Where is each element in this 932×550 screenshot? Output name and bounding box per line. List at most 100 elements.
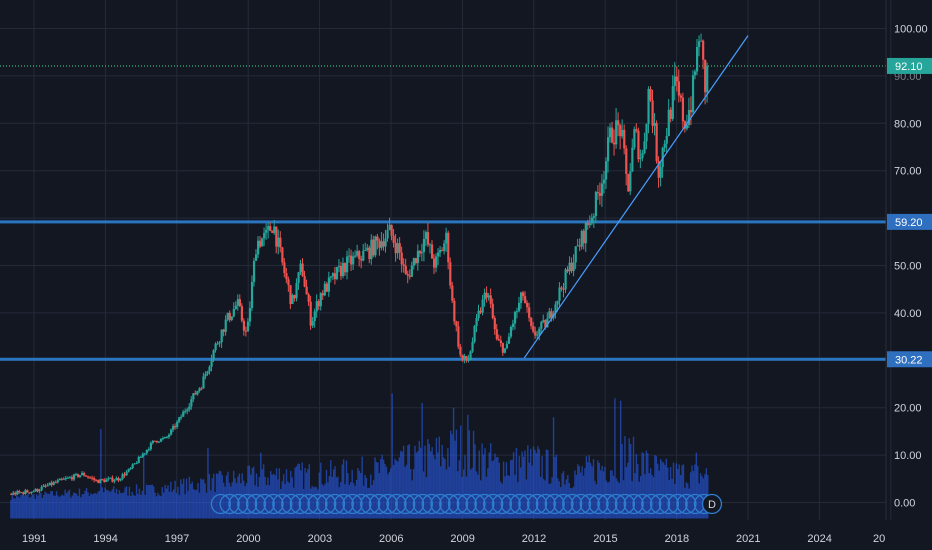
candle-body[interactable] — [204, 373, 207, 377]
candle-body[interactable] — [435, 256, 438, 268]
candle-body[interactable] — [416, 250, 420, 264]
candle-body[interactable] — [208, 366, 211, 372]
candle-body[interactable] — [657, 160, 660, 178]
candle-body[interactable] — [681, 97, 685, 122]
candle-body[interactable] — [374, 236, 377, 256]
candle-body[interactable] — [370, 239, 373, 260]
candle-body[interactable] — [588, 223, 591, 226]
candle-body[interactable] — [459, 346, 462, 355]
candle-body[interactable] — [457, 326, 460, 347]
candle-body[interactable] — [463, 356, 466, 360]
candle-body[interactable] — [123, 474, 126, 476]
event-marker[interactable] — [641, 493, 662, 515]
candle-body[interactable] — [212, 350, 215, 360]
candle-body[interactable] — [230, 316, 233, 321]
candle-body[interactable] — [91, 477, 94, 479]
candle-body[interactable] — [22, 492, 25, 495]
candle-body[interactable] — [582, 230, 585, 244]
candle-body[interactable] — [693, 71, 697, 76]
candle-body[interactable] — [465, 356, 468, 361]
candle-body[interactable] — [625, 148, 628, 174]
event-marker[interactable] — [307, 493, 328, 515]
candle-body[interactable] — [81, 472, 84, 476]
candle-body[interactable] — [111, 477, 114, 482]
candle-body[interactable] — [378, 240, 381, 248]
candle-body[interactable] — [303, 276, 306, 287]
candle-body[interactable] — [133, 463, 136, 465]
candle-body[interactable] — [78, 475, 82, 477]
candle-body[interactable] — [606, 137, 610, 162]
candle-body[interactable] — [87, 476, 90, 478]
candle-body[interactable] — [182, 411, 185, 417]
candle-body[interactable] — [113, 480, 116, 482]
event-marker[interactable] — [605, 493, 627, 515]
candle-body[interactable] — [234, 305, 237, 309]
candle-body[interactable] — [671, 86, 674, 119]
candle-body[interactable] — [406, 274, 409, 276]
candle-body[interactable] — [232, 308, 235, 317]
candle-body[interactable] — [12, 492, 15, 495]
candle-body[interactable] — [163, 437, 167, 439]
candle-body[interactable] — [89, 477, 92, 479]
candle-body[interactable] — [631, 147, 634, 172]
candle-body[interactable] — [544, 320, 547, 328]
candle-body[interactable] — [433, 258, 436, 268]
candle-body[interactable] — [649, 88, 652, 101]
candle-body[interactable] — [645, 123, 648, 142]
candle-body[interactable] — [586, 222, 589, 226]
interval-marker[interactable] — [701, 493, 723, 515]
candle-body[interactable] — [673, 76, 676, 87]
event-marker[interactable] — [676, 493, 697, 515]
candle-body[interactable] — [222, 329, 225, 332]
candle-body[interactable] — [362, 250, 365, 261]
candle-body[interactable] — [598, 193, 602, 196]
candle-body[interactable] — [250, 281, 254, 309]
candle-body[interactable] — [404, 265, 407, 275]
candle-body[interactable] — [64, 478, 68, 480]
event-marker[interactable] — [474, 493, 495, 515]
candle-body[interactable] — [451, 285, 454, 301]
event-marker[interactable] — [342, 493, 363, 515]
candle-body[interactable] — [115, 478, 118, 481]
candle-body[interactable] — [32, 491, 35, 493]
candle-body[interactable] — [702, 40, 705, 60]
candle-body[interactable] — [293, 295, 296, 299]
candle-body[interactable] — [224, 319, 227, 332]
candle-body[interactable] — [46, 485, 49, 487]
candle-body[interactable] — [105, 479, 108, 482]
candle-body[interactable] — [198, 388, 201, 392]
candle-body[interactable] — [617, 120, 620, 126]
candle-body[interactable] — [364, 249, 367, 251]
candle-body[interactable] — [704, 59, 707, 93]
candle-body[interactable] — [530, 317, 533, 327]
candle-body[interactable] — [667, 109, 670, 136]
candle-body[interactable] — [287, 279, 290, 286]
candle-body[interactable] — [180, 416, 183, 418]
candle-body[interactable] — [343, 263, 347, 273]
candle-body[interactable] — [550, 311, 553, 318]
candle-body[interactable] — [16, 491, 19, 495]
candle-body[interactable] — [143, 453, 146, 455]
candle-body[interactable] — [380, 241, 383, 248]
candle-body[interactable] — [10, 493, 13, 495]
candle-body[interactable] — [337, 266, 341, 268]
candle-body[interactable] — [376, 236, 379, 241]
candle-body[interactable] — [534, 331, 537, 336]
candle-body[interactable] — [596, 192, 600, 194]
event-marker[interactable] — [623, 493, 644, 515]
candle-body[interactable] — [615, 120, 618, 145]
level-line[interactable] — [0, 220, 886, 224]
candle-body[interactable] — [339, 266, 343, 277]
candle-body[interactable] — [149, 442, 152, 450]
candle-body[interactable] — [76, 474, 80, 477]
candle-body[interactable] — [178, 417, 181, 422]
candle-body[interactable] — [358, 251, 361, 259]
candle-body[interactable] — [311, 321, 314, 326]
event-marker[interactable] — [535, 493, 557, 515]
event-marker[interactable] — [579, 493, 600, 515]
candle-body[interactable] — [20, 492, 23, 494]
event-marker[interactable] — [324, 493, 346, 515]
candle-body[interactable] — [305, 286, 308, 295]
candle-body[interactable] — [497, 339, 500, 341]
candle-body[interactable] — [372, 239, 375, 256]
